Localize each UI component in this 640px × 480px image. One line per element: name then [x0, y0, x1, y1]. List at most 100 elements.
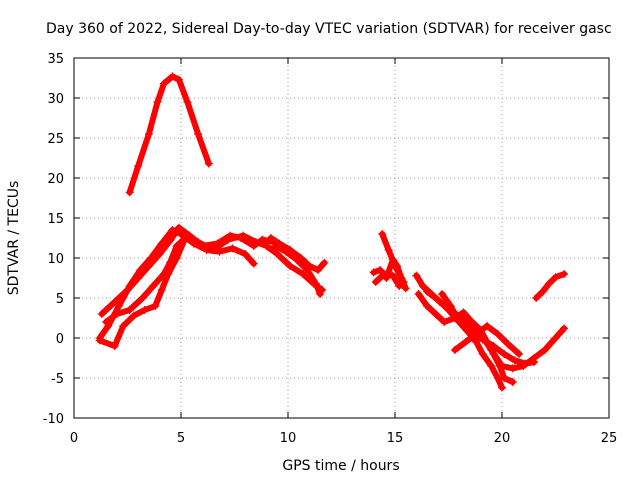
data-point [110, 298, 119, 306]
data-point [446, 302, 455, 310]
data-point [504, 340, 513, 349]
data-point [510, 356, 519, 365]
series-line [272, 243, 324, 297]
data-point [384, 246, 393, 254]
data-point [249, 259, 258, 268]
series-arc-o [532, 270, 569, 302]
data-point [551, 273, 560, 282]
data-point [431, 310, 440, 318]
data-point [538, 287, 547, 296]
tick-marks [73, 57, 610, 419]
data-point [532, 294, 541, 302]
x-tick-label: 15 [387, 431, 404, 446]
data-point [508, 364, 517, 373]
data-point [433, 295, 442, 304]
data-point [138, 294, 147, 302]
data-point [194, 130, 203, 138]
data-point [401, 284, 410, 293]
x-tick-label: 5 [177, 431, 185, 446]
y-tick-label: -10 [43, 412, 64, 427]
data-point [495, 362, 504, 370]
data-point [262, 242, 271, 250]
data-point [545, 279, 554, 288]
data-point [140, 306, 149, 314]
data-point [468, 318, 477, 326]
data-point [155, 250, 164, 258]
series-arc-d [102, 234, 190, 326]
data-point [292, 255, 301, 264]
data-point [151, 302, 160, 310]
data-point [271, 242, 280, 250]
data-point [478, 335, 487, 344]
data-point [125, 306, 134, 314]
series-line [533, 271, 568, 301]
x-tick-label: 10 [280, 431, 297, 446]
data-point [369, 268, 378, 277]
data-point [423, 287, 432, 296]
data-point [102, 318, 111, 326]
data-point [183, 98, 192, 106]
data-point [181, 234, 190, 242]
data-point [159, 79, 168, 88]
data-point [399, 278, 408, 286]
data-series [95, 72, 569, 392]
data-point [110, 342, 119, 350]
y-tick-label: 0 [56, 332, 64, 347]
x-tick-label: 0 [70, 431, 78, 446]
y-tick-labels: -10 -5 0 5 10 15 20 25 30 35 [43, 52, 64, 427]
data-point [472, 330, 481, 338]
data-point [459, 308, 468, 317]
data-point [483, 322, 492, 330]
data-point [166, 258, 175, 266]
data-point [125, 188, 134, 197]
chart-title: Day 360 of 2022, Sidereal Day-to-day VTE… [46, 21, 612, 37]
data-point [174, 75, 183, 84]
data-point [521, 359, 530, 368]
data-point [174, 223, 183, 232]
y-tick-label: 25 [47, 132, 64, 147]
data-point [391, 262, 399, 270]
data-point [493, 330, 502, 338]
data-point [129, 311, 138, 320]
x-axis-title: GPS time / hours [282, 458, 399, 474]
data-point [228, 244, 237, 253]
data-point [303, 266, 312, 274]
data-point [530, 358, 539, 366]
data-point [414, 290, 423, 298]
data-point [144, 130, 153, 138]
data-point [172, 242, 181, 250]
series-line [98, 224, 276, 317]
data-point [153, 98, 162, 106]
data-point [412, 271, 421, 280]
series-arc-f [271, 242, 325, 298]
data-point [388, 271, 397, 280]
y-tick-label: -5 [51, 372, 64, 387]
data-point [112, 310, 121, 318]
data-point [224, 235, 233, 244]
y-tick-label: 35 [47, 52, 64, 67]
data-point [378, 230, 387, 238]
data-point [493, 374, 502, 382]
data-point [97, 310, 106, 318]
data-point [515, 350, 524, 358]
series-line [372, 271, 403, 289]
data-point [395, 282, 404, 290]
data-point [134, 162, 143, 170]
series-arc-i [371, 270, 404, 290]
data-point [560, 324, 569, 333]
data-point [472, 338, 481, 346]
y-axis-title: SDTVAR / TECUs [6, 181, 22, 296]
data-point [241, 250, 250, 258]
data-point [461, 322, 470, 330]
data-point [316, 290, 325, 298]
data-point [423, 302, 432, 310]
data-point [239, 231, 248, 240]
data-point [440, 318, 449, 326]
data-point [204, 159, 213, 168]
x-tick-label: 25 [601, 431, 618, 446]
x-tick-label: 20 [494, 431, 511, 446]
data-point [119, 322, 128, 330]
series-arc-h [378, 230, 408, 286]
data-point [266, 234, 275, 242]
